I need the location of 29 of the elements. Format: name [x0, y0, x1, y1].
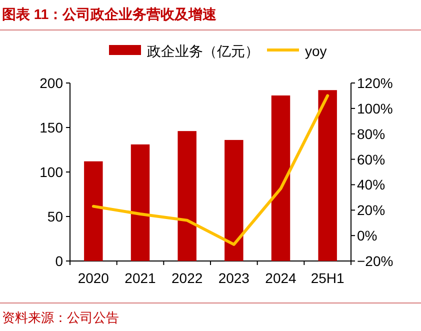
y2-tick-label: 120% [357, 75, 393, 91]
chart-title: 图表 11：公司政企业务营收及增速 [2, 6, 218, 22]
x-tick-label: 2024 [265, 270, 297, 286]
x-tick-label: 25H1 [310, 270, 345, 286]
legend-label: yoy [305, 43, 327, 59]
y-tick-label: 150 [40, 120, 64, 136]
bar [178, 131, 196, 261]
y2-tick-label: 0% [357, 228, 378, 244]
bar [224, 140, 244, 261]
y-tick-label: 0 [55, 253, 64, 269]
y-tick-label: 50 [47, 208, 64, 224]
y-tick-label: 100 [40, 164, 64, 180]
y2-tick-label: 20% [357, 202, 386, 218]
y2-tick-label: −20% [357, 253, 394, 269]
x-tick-label: 2020 [78, 270, 110, 286]
bar [318, 90, 337, 261]
y2-tick-label: 100% [357, 100, 393, 116]
x-tick-label: 2022 [172, 270, 203, 286]
y2-tick-label: 60% [357, 151, 386, 168]
x-tick-label: 2021 [124, 270, 156, 286]
legend-label: 政企业务（亿元） [147, 43, 259, 59]
bar [271, 95, 290, 261]
bar [84, 161, 103, 261]
y2-tick-label: 80% [357, 126, 386, 142]
bar [130, 144, 150, 261]
text: 资料来源：公司公告 [2, 310, 119, 325]
y-tick-label: 200 [40, 75, 64, 91]
x-tick-label: 2023 [218, 270, 250, 286]
y2-tick-label: 40% [357, 176, 386, 193]
